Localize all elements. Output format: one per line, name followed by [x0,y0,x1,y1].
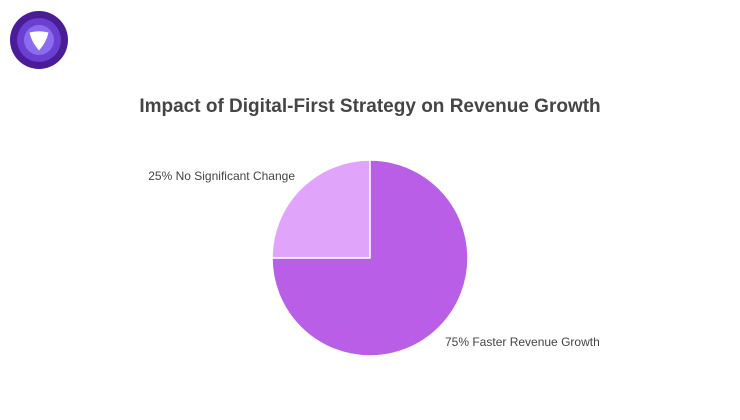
pie-slices [271,159,469,357]
pie-slice [271,159,469,357]
shield-v-logo-icon [10,11,68,69]
pie-slice-label: 25% No Significant Change [148,169,295,183]
chart-title: Impact of Digital-First Strategy on Reve… [139,96,600,117]
pie-slice-label: 75% Faster Revenue Growth [445,335,600,349]
logo-glyph [29,31,49,51]
pie-labels: 25% No Significant Change 75% Faster Reve… [148,169,600,349]
pie-slice [271,159,371,259]
